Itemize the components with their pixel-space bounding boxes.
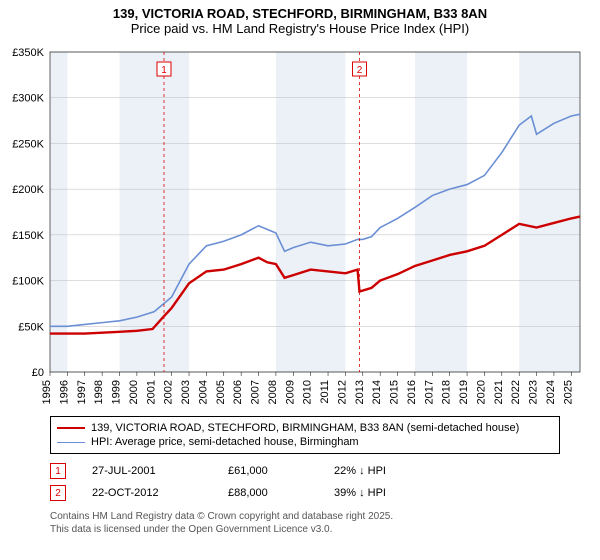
y-tick-label: £200K (12, 184, 44, 196)
footer-attribution: Contains HM Land Registry data © Crown c… (50, 510, 560, 536)
footer-line-2: This data is licensed under the Open Gov… (50, 523, 560, 536)
transactions-table: 1 27-JUL-2001 £61,000 22% ↓ HPI 2 22-OCT-2012… (50, 460, 560, 504)
x-tick-label: 2001 (145, 380, 157, 404)
y-tick-label: £100K (12, 276, 44, 288)
x-tick-label: 1999 (111, 380, 123, 404)
legend-swatch (57, 427, 85, 429)
x-tick-label: 2007 (250, 380, 262, 404)
x-tick-label: 2022 (510, 380, 522, 404)
y-tick-label: £350K (12, 47, 44, 59)
trade-delta: 22% ↓ HPI (334, 465, 386, 477)
x-tick-label: 2000 (128, 380, 140, 404)
x-tick-label: 2005 (215, 380, 227, 404)
x-tick-label: 2019 (458, 380, 470, 404)
trade-price: £61,000 (228, 465, 308, 477)
chart-title-line2: Price paid vs. HM Land Registry's House … (0, 21, 600, 42)
x-tick-label: 2020 (475, 380, 487, 404)
legend-swatch (57, 442, 85, 443)
x-tick-label: 2004 (197, 380, 209, 404)
legend-label: 139, VICTORIA ROAD, STECHFORD, BIRMINGHA… (91, 422, 519, 434)
y-tick-label: £300K (12, 93, 44, 105)
x-tick-label: 2011 (319, 380, 331, 404)
x-tick-label: 2016 (406, 380, 418, 404)
x-tick-label: 2010 (302, 380, 314, 404)
x-tick-label: 2025 (562, 380, 574, 404)
x-tick-label: 2008 (267, 380, 279, 404)
x-tick-label: 2023 (528, 380, 540, 404)
y-tick-label: £50K (18, 321, 44, 333)
legend-label: HPI: Average price, semi-detached house,… (91, 436, 359, 448)
y-tick-label: £150K (12, 230, 44, 242)
x-tick-label: 1998 (93, 380, 105, 404)
trade-row-1: 1 27-JUL-2001 £61,000 22% ↓ HPI (50, 460, 560, 482)
y-tick-label: £0 (32, 367, 44, 379)
x-tick-label: 2012 (336, 380, 348, 404)
trade-row-2: 2 22-OCT-2012 £88,000 39% ↓ HPI (50, 482, 560, 504)
chart-title-line1: 139, VICTORIA ROAD, STECHFORD, BIRMINGHA… (0, 0, 600, 21)
x-tick-label: 2003 (180, 380, 192, 404)
trade-marker-1: 1 (50, 463, 66, 479)
trade-date: 22-OCT-2012 (92, 487, 202, 499)
x-tick-label: 2015 (389, 380, 401, 404)
x-tick-label: 2009 (284, 380, 296, 404)
x-tick-label: 2014 (371, 380, 383, 404)
footer-line-1: Contains HM Land Registry data © Crown c… (50, 510, 560, 523)
marker-label-1: 1 (161, 65, 167, 76)
y-tick-label: £250K (12, 138, 44, 150)
x-tick-label: 2002 (163, 380, 175, 404)
marker-label-2: 2 (357, 65, 363, 76)
x-tick-label: 2013 (354, 380, 366, 404)
trade-marker-2: 2 (50, 485, 66, 501)
trade-delta: 39% ↓ HPI (334, 487, 386, 499)
legend: 139, VICTORIA ROAD, STECHFORD, BIRMINGHA… (50, 416, 560, 454)
x-tick-label: 2024 (545, 380, 557, 404)
trade-date: 27-JUL-2001 (92, 465, 202, 477)
legend-row-1: HPI: Average price, semi-detached house,… (57, 435, 553, 449)
legend-row-0: 139, VICTORIA ROAD, STECHFORD, BIRMINGHA… (57, 421, 553, 435)
chart-area: £0 £50K £100K £150K £200K £250K £300K £350K 1995… (0, 42, 600, 412)
x-tick-label: 1995 (41, 380, 53, 404)
trade-price: £88,000 (228, 487, 308, 499)
x-tick-label: 2018 (441, 380, 453, 404)
x-tick-label: 2006 (232, 380, 244, 404)
x-tick-label: 2021 (493, 380, 505, 404)
x-tick-label: 2017 (423, 380, 435, 404)
line-chart-svg: £0 £50K £100K £150K £200K £250K £300K £350K 1995… (0, 42, 600, 412)
x-tick-label: 1996 (58, 380, 70, 404)
x-tick-label: 1997 (76, 380, 88, 404)
